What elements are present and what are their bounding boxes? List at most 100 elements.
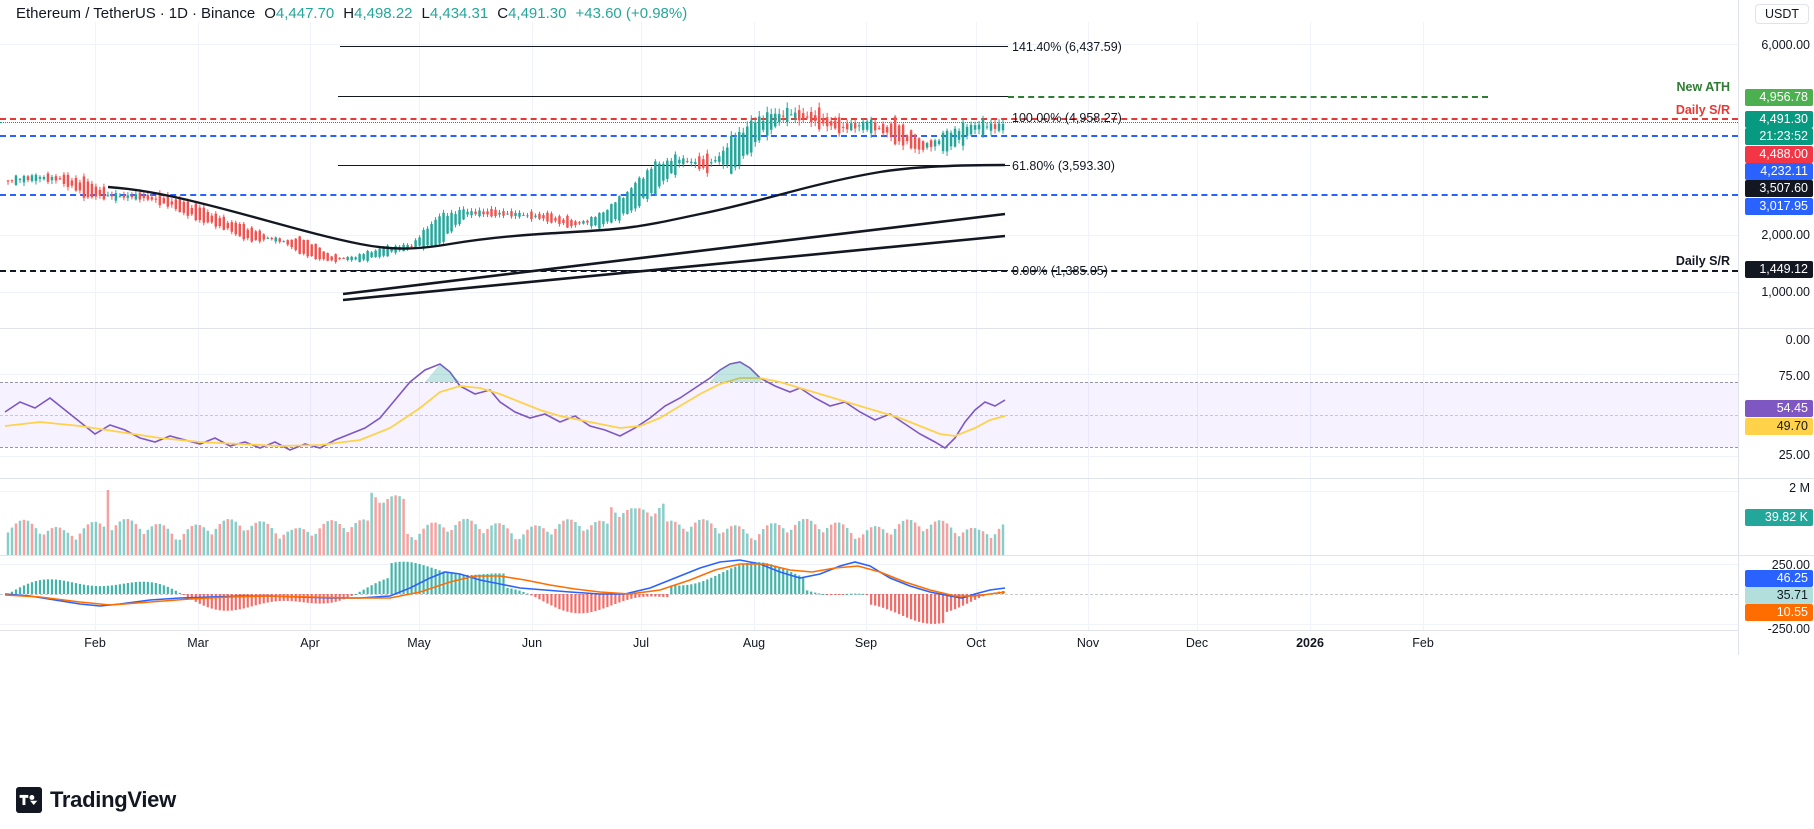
scale-sep-2 <box>1738 478 1814 479</box>
rsi-overbought-fill <box>425 362 762 382</box>
time-label-dec: Dec <box>1185 636 1209 650</box>
daily-sr-support-badge: 1,449.12 <box>1745 261 1813 278</box>
change-value: +43.60 (+0.98%) <box>575 5 688 22</box>
rsi-upper-bound <box>0 382 1738 383</box>
low-label: L <box>421 5 430 22</box>
vgrid-jul <box>641 22 642 630</box>
hgrid-macd-m250 <box>0 624 1738 625</box>
fib-line-100 <box>338 96 1010 97</box>
rsi-band <box>0 382 1738 447</box>
vgrid-nov <box>1088 22 1089 630</box>
candlestick-series <box>6 102 1005 264</box>
macd-histogram-badge: 10.55 <box>1745 604 1813 621</box>
time-label-sep: Sep <box>854 636 878 650</box>
ps-tick-0: 0.00 <box>1785 333 1810 347</box>
open-label: O <box>264 5 276 22</box>
fib-line-618 <box>338 165 1010 166</box>
right-price-scale[interactable]: USDT 6,000.00 2,000.00 1,000.00 0.00 4,9… <box>1738 0 1814 655</box>
chart-legend: Ethereum / TetherUS · 1D · Binance O4,44… <box>16 5 687 22</box>
time-label-nov: Nov <box>1076 636 1100 650</box>
vgrid-dec <box>1197 22 1198 630</box>
rsi-pane[interactable] <box>0 330 1738 478</box>
time-label-mar: Mar <box>187 636 209 650</box>
vgrid-2026 <box>1310 22 1311 630</box>
countdown-badge: 21:23:52 <box>1745 128 1813 145</box>
new-ath-label: New ATH <box>1676 80 1730 94</box>
time-scale[interactable]: Feb Mar Apr May Jun Jul Aug Sep Oct Nov Dec 2026 Feb <box>0 630 1738 656</box>
blue-level-upper-line <box>0 135 1738 137</box>
rsi-ma-line <box>4 377 1006 447</box>
ohlc-values: O4,447.70 H4,498.22 L4,434.31 C4,491.30 … <box>264 5 687 22</box>
time-label-aug: Aug <box>742 636 766 650</box>
vgrid-jun <box>532 22 533 630</box>
interval-label[interactable]: 1D <box>168 5 188 22</box>
time-label-jun: Jun <box>521 636 543 650</box>
tradingview-brand[interactable]: TradingView <box>16 787 176 813</box>
macd-pane[interactable] <box>0 556 1738 630</box>
hgrid-rsi-25 <box>0 456 1738 457</box>
scale-sep-3 <box>1738 555 1814 556</box>
hgrid-rsi-75 <box>0 374 1738 375</box>
rsi-tick-25: 25.00 <box>1778 448 1810 462</box>
fib-level-0: 0.00% (1,385.05) <box>1012 264 1108 278</box>
volume-value-badge: 39.82 K <box>1745 509 1813 526</box>
low-value: 4,434.31 <box>429 5 489 22</box>
price-pane[interactable]: 141.40% (6,437.59) 100.00% (4,958.27) 61… <box>0 22 1738 328</box>
hgrid-vol-2m <box>0 491 1738 492</box>
rsi-tick-75: 75.00 <box>1778 369 1810 383</box>
ps-tick-6000: 6,000.00 <box>1761 38 1810 52</box>
vgrid-may <box>419 22 420 630</box>
blue-level-lower-line <box>0 194 1738 196</box>
daily-sr-support-label: Daily S/R <box>1675 254 1730 268</box>
rsi-midline <box>0 415 1738 416</box>
vgrid-sep <box>866 22 867 630</box>
macd-signal-line <box>4 563 1006 606</box>
macd-series <box>4 559 1006 624</box>
blue-level-upper-badge: 4,232.11 <box>1745 163 1813 180</box>
rsi-ma-value-badge: 49.70 <box>1745 418 1813 435</box>
time-label-may: May <box>407 636 431 650</box>
macd-line-badge: 46.25 <box>1745 570 1813 587</box>
rsi-value-badge: 54.45 <box>1745 400 1813 417</box>
hgrid-6000 <box>0 44 1738 45</box>
close-value: 4,491.30 <box>508 5 567 22</box>
ps-tick-1000: 1,000.00 <box>1761 285 1810 299</box>
symbol-name[interactable]: Ethereum / TetherUS <box>16 5 156 22</box>
currency-badge[interactable]: USDT <box>1754 4 1809 24</box>
hgrid-2000 <box>0 235 1738 236</box>
ps-tick-2000: 2,000.00 <box>1761 228 1810 242</box>
rsi-series <box>4 361 1006 451</box>
volume-pane[interactable] <box>0 479 1738 555</box>
new-ath-line <box>1008 96 1488 98</box>
legend-separator-1: · <box>159 5 165 22</box>
high-label: H <box>343 5 355 22</box>
fib-level-100: 100.00% (4,958.27) <box>1012 111 1122 125</box>
vgrid-apr <box>310 22 311 630</box>
daily-sr-support-line <box>0 270 1738 272</box>
vgrid-feb <box>95 22 96 630</box>
vgrid-mar <box>198 22 199 630</box>
hgrid-1000 <box>0 292 1738 293</box>
vgrid-aug <box>754 22 755 630</box>
high-value: 4,498.22 <box>354 5 413 22</box>
trendline-upper <box>342 212 1006 296</box>
black-level-badge: 3,507.60 <box>1745 180 1813 197</box>
macd-histogram <box>6 561 1005 624</box>
pane-separator-volume-macd[interactable] <box>0 555 1814 556</box>
fib-level-1414: 141.40% (6,437.59) <box>1012 40 1122 54</box>
fib-level-618: 61.80% (3,593.30) <box>1012 159 1115 173</box>
time-label-feb: Feb <box>1412 636 1434 650</box>
blue-level-lower-badge: 3,017.95 <box>1745 198 1813 215</box>
pane-separator-price-rsi[interactable] <box>0 328 1814 329</box>
ath-price-badge: 4,956.78 <box>1745 89 1813 106</box>
macd-tick-250: 250.00 <box>1771 558 1810 572</box>
time-label-apr: Apr <box>300 636 320 650</box>
vol-tick-2m: 2 M <box>1789 481 1810 495</box>
time-label-jul: Jul <box>633 636 649 650</box>
scale-sep-1 <box>1738 328 1814 329</box>
pane-separator-rsi-volume[interactable] <box>0 478 1814 479</box>
exchange-label[interactable]: Binance <box>200 5 256 22</box>
volume-bars <box>6 490 1005 555</box>
legend-separator-2: · <box>191 5 197 22</box>
